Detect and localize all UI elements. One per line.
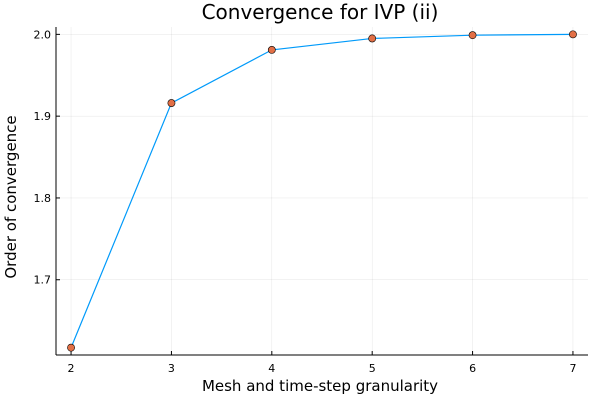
ticks: 2 3 4 5 6 7 1.7 1.8 1.9 2.0 (34, 28, 577, 375)
data-point (267, 46, 276, 54)
axes (55, 27, 588, 356)
x-tick-label: 6 (469, 362, 476, 375)
data-point (368, 34, 377, 43)
y-tick-label: 2.0 (34, 28, 52, 41)
x-tick-label: 4 (268, 362, 275, 375)
data-point (468, 31, 477, 40)
x-tick-label: 5 (369, 362, 376, 375)
y-tick-label: 1.7 (34, 274, 52, 287)
y-axis-label: Order of convergence (2, 115, 20, 278)
x-tick-label: 2 (68, 362, 75, 375)
data-point (67, 343, 75, 352)
x-tick-label: 7 (569, 362, 576, 375)
y-tick-label: 1.8 (34, 192, 52, 205)
data-point (569, 30, 577, 39)
x-axis-label: Mesh and time-step granularity (202, 377, 438, 395)
chart-title: Convergence for IVP (ii) (202, 0, 439, 24)
series-line (70, 33, 573, 348)
x-tick-label: 3 (168, 362, 175, 375)
series-group (67, 30, 577, 352)
data-point (167, 99, 176, 107)
y-tick-label: 1.9 (34, 110, 52, 123)
